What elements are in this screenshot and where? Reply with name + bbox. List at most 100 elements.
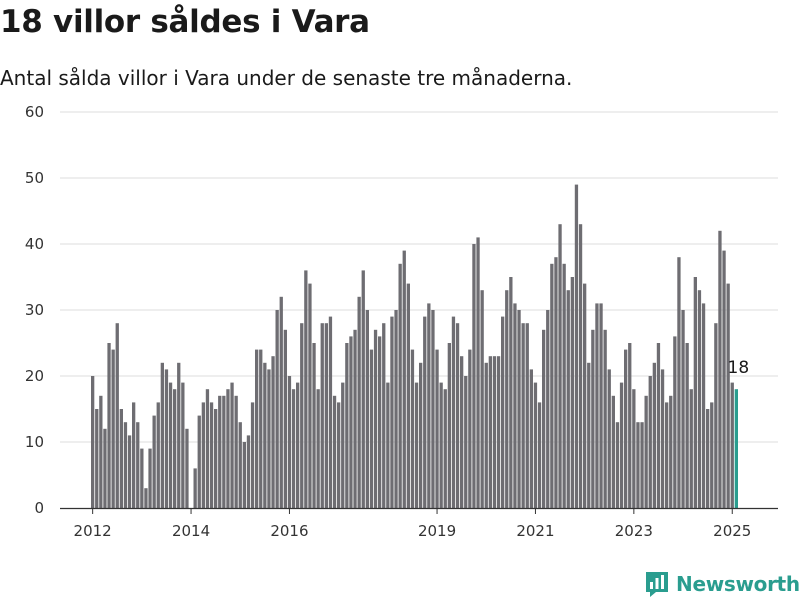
bar (439, 382, 443, 508)
bar (378, 336, 382, 508)
bar (665, 402, 669, 508)
bar (156, 402, 160, 508)
bar (332, 395, 337, 508)
bar (693, 277, 697, 508)
bar (119, 409, 123, 508)
x-tick-label: 2021 (516, 522, 554, 540)
y-tick-label: 10 (25, 433, 44, 451)
bar (308, 283, 312, 508)
bar (537, 402, 542, 508)
bar (185, 428, 189, 508)
bar (205, 389, 210, 508)
bar (341, 382, 345, 508)
bar (484, 362, 488, 508)
bar (275, 310, 279, 508)
bar (259, 349, 263, 508)
bar (296, 382, 300, 508)
bar (283, 329, 287, 508)
bar (562, 263, 566, 508)
bar (373, 329, 378, 508)
bar (722, 250, 726, 508)
bar (300, 323, 304, 508)
bar (566, 290, 570, 508)
bar (218, 395, 222, 508)
brand-name: Newsworthy (676, 572, 800, 596)
bar (95, 409, 99, 508)
bar (353, 329, 357, 508)
bar (714, 323, 718, 508)
bar (730, 382, 734, 508)
bar (279, 296, 283, 508)
bar (291, 389, 296, 508)
bar (91, 376, 95, 508)
bar (669, 395, 673, 508)
bar (394, 310, 398, 508)
bar (554, 257, 558, 508)
bar (501, 316, 505, 508)
bar (476, 237, 480, 508)
bar (365, 310, 369, 508)
bar (640, 422, 644, 508)
bar (390, 316, 394, 508)
bar (242, 442, 246, 508)
bar (406, 283, 410, 508)
bar (398, 263, 402, 508)
bar (706, 409, 710, 508)
bar (357, 296, 361, 508)
bar (455, 323, 460, 508)
bar (423, 316, 427, 508)
bar (558, 224, 562, 508)
bar (435, 349, 439, 508)
bar (201, 402, 205, 508)
bar (99, 395, 103, 508)
bar (525, 323, 529, 508)
bar (148, 448, 152, 508)
bar (152, 415, 156, 508)
y-tick-label: 30 (25, 301, 44, 319)
bar (681, 310, 685, 508)
bar (337, 402, 341, 508)
bar (505, 290, 509, 508)
bar (595, 303, 599, 508)
bar (460, 356, 464, 508)
bar (173, 389, 177, 508)
bar (304, 270, 308, 508)
bar (115, 323, 119, 508)
brand-logo: Newsworthy (644, 570, 800, 598)
bar (312, 343, 316, 508)
bar (480, 290, 484, 508)
bar (656, 343, 661, 508)
bar (611, 395, 615, 508)
bar (624, 349, 628, 508)
y-tick-label: 50 (25, 169, 44, 187)
bar (136, 422, 140, 508)
bar (345, 343, 349, 508)
bar (181, 382, 185, 508)
bar (160, 362, 164, 508)
bar (386, 382, 390, 508)
bar (710, 402, 714, 508)
bar (103, 428, 107, 508)
x-tick-label: 2012 (74, 522, 112, 540)
bar (402, 250, 406, 508)
bar (496, 356, 501, 508)
y-tick-label: 0 (34, 499, 44, 517)
chart-subtitle: Antal sålda villor i Vara under de senas… (0, 66, 573, 90)
bar (632, 389, 636, 508)
bar (320, 323, 324, 508)
bar (533, 382, 538, 508)
newsworthy-logo-icon (646, 572, 668, 597)
data-label: 18 (728, 358, 750, 378)
bar (583, 283, 587, 508)
bar (193, 468, 197, 508)
bar (431, 310, 435, 508)
bar (677, 257, 681, 508)
bar (472, 244, 476, 508)
chart-title: 18 villor såldes i Vara (0, 4, 370, 40)
bar (316, 389, 320, 508)
bar-highlight (734, 389, 738, 508)
bar (673, 336, 677, 508)
bar (697, 290, 702, 508)
bar (468, 349, 472, 508)
bar (164, 369, 169, 508)
